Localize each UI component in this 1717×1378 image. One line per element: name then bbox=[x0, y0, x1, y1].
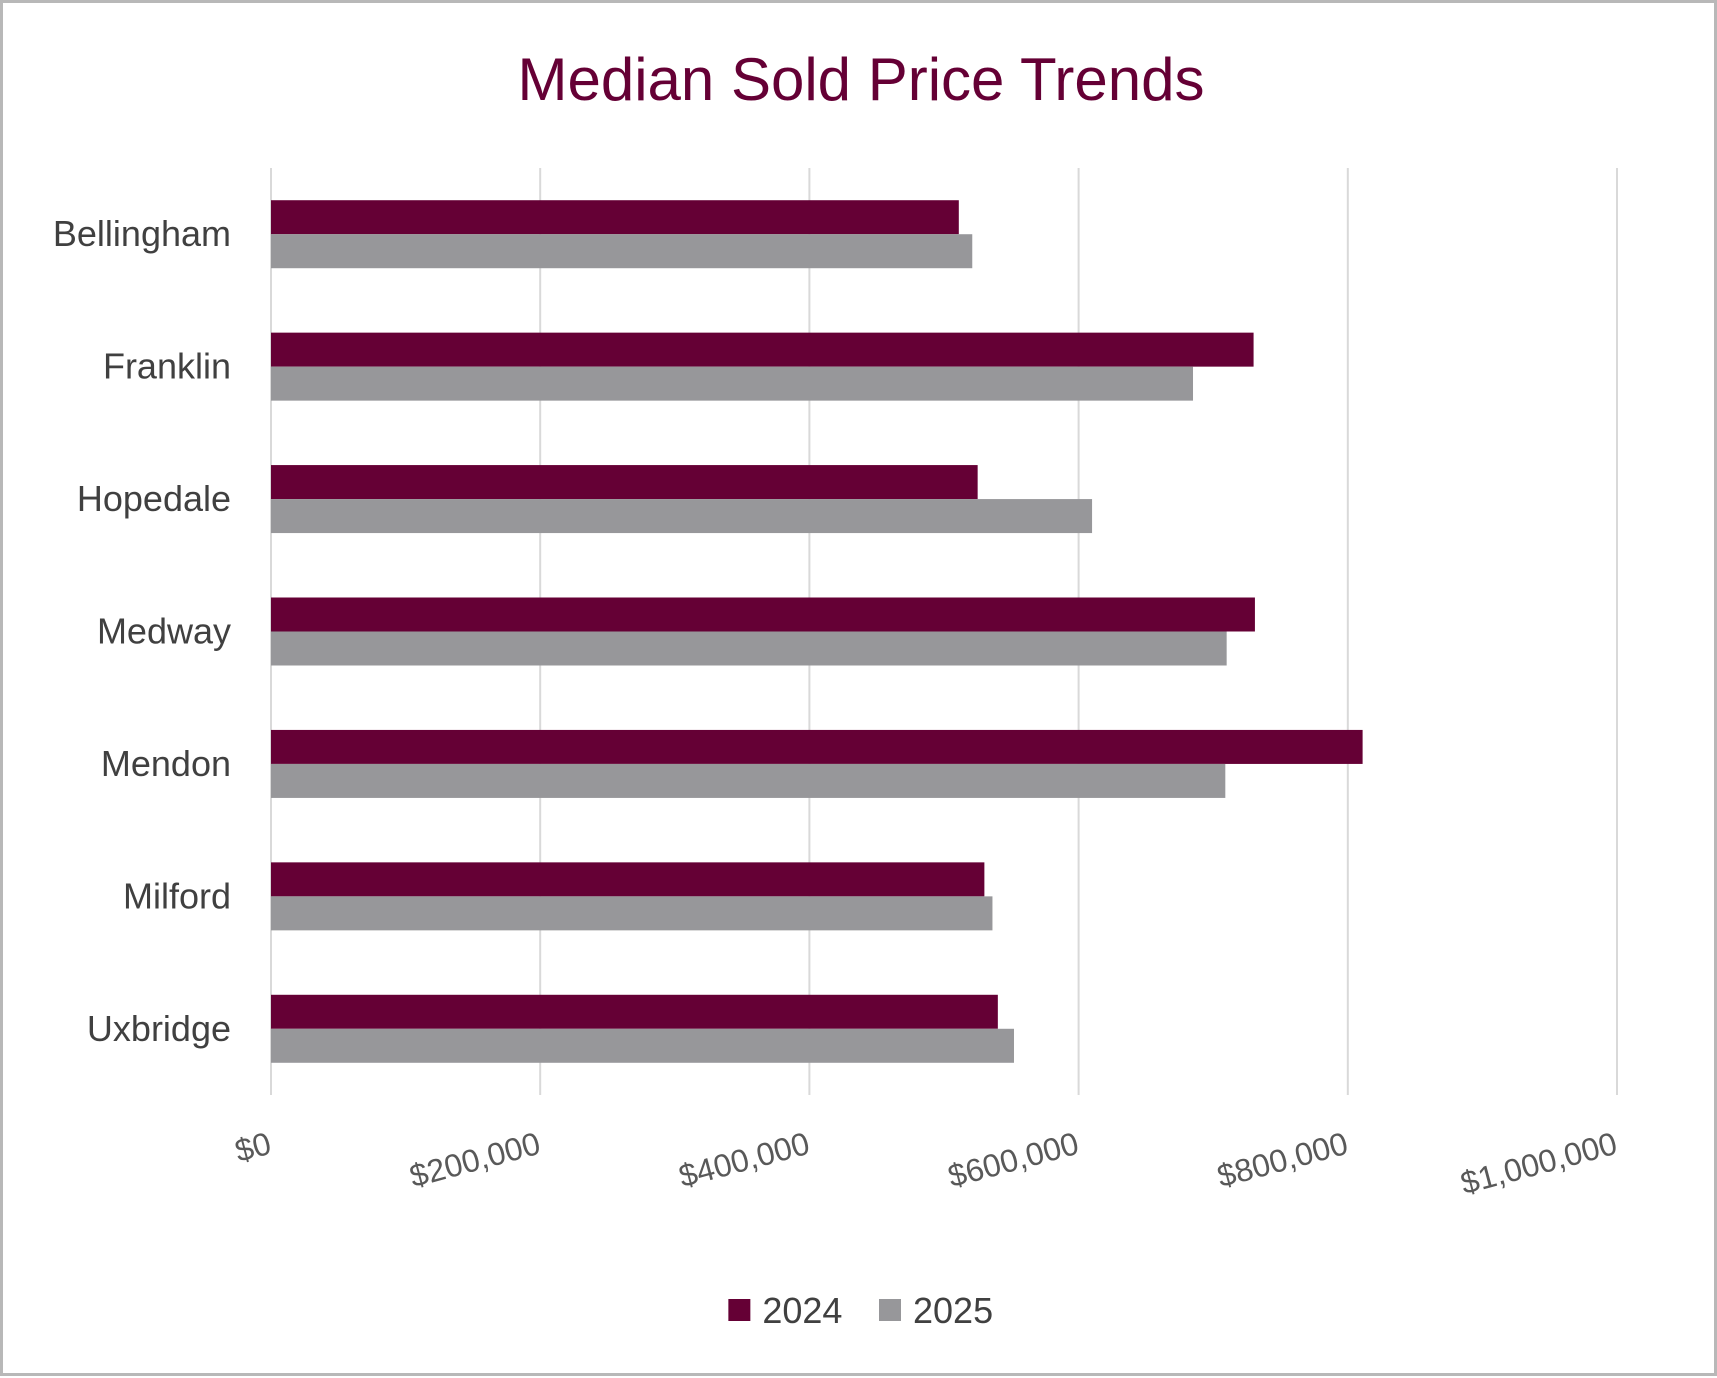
category-label: Hopedale bbox=[77, 478, 231, 519]
legend-label: 2025 bbox=[913, 1290, 993, 1331]
legend-swatch bbox=[728, 1299, 751, 1321]
x-tick-label: $200,000 bbox=[406, 1125, 544, 1194]
bar bbox=[271, 332, 1254, 367]
bar bbox=[271, 597, 1255, 632]
category-labels: Bellingham Franklin Hopedale Medway Mendon Mi… bbox=[53, 213, 231, 1049]
bar bbox=[271, 200, 959, 235]
category-label: Franklin bbox=[103, 346, 231, 387]
legend: 2024 2025 bbox=[728, 1290, 993, 1331]
chart-title: Median Sold Price Trends bbox=[517, 46, 1204, 113]
category-label: Bellingham bbox=[53, 213, 231, 254]
category-label: Mendon bbox=[101, 743, 231, 784]
legend-label: 2024 bbox=[762, 1290, 842, 1331]
bar bbox=[271, 1028, 1014, 1063]
bar bbox=[271, 234, 973, 269]
category-label: Uxbridge bbox=[87, 1008, 231, 1049]
x-tick-label: $400,000 bbox=[675, 1125, 813, 1194]
bar bbox=[271, 896, 993, 931]
x-tick-label: $800,000 bbox=[1213, 1125, 1351, 1194]
bar bbox=[271, 729, 1363, 764]
bar bbox=[271, 631, 1227, 666]
legend-swatch bbox=[879, 1299, 901, 1321]
bar-chart: Median Sold Price Trends Bellingham Frank… bbox=[53, 46, 1621, 1331]
bars bbox=[271, 200, 1363, 1063]
x-tick-label: $600,000 bbox=[944, 1125, 1082, 1194]
category-label: Medway bbox=[97, 611, 231, 652]
x-axis-ticks: $0 $200,000 $400,000 $600,000 $800,000 $1,000… bbox=[231, 1125, 1621, 1201]
bar bbox=[271, 763, 1226, 798]
category-label: Milford bbox=[123, 875, 231, 916]
bar bbox=[271, 366, 1194, 401]
x-tick-label: $0 bbox=[231, 1125, 275, 1169]
bar bbox=[271, 465, 978, 500]
x-tick-label: $1,000,000 bbox=[1457, 1125, 1621, 1201]
bar bbox=[271, 862, 985, 897]
bar bbox=[271, 499, 1093, 534]
bar bbox=[271, 994, 998, 1029]
